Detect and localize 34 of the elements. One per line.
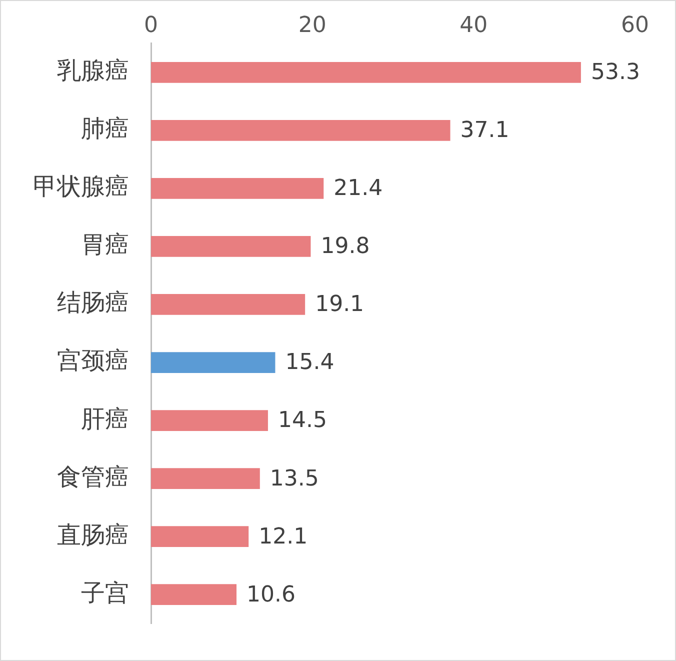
data-label: 10.6 <box>246 582 296 608</box>
bar <box>151 410 268 431</box>
data-label: 53.3 <box>590 60 640 86</box>
bar <box>151 62 581 83</box>
bar <box>151 236 311 257</box>
data-label: 13.5 <box>270 466 319 492</box>
bar <box>151 294 306 315</box>
y-tick-label: 乳腺癌 <box>57 56 129 85</box>
y-tick-label: 胃癌 <box>81 230 129 259</box>
y-tick-label: 肝癌 <box>81 404 129 433</box>
data-label: 19.1 <box>315 292 364 318</box>
x-tick-label: 0 <box>144 12 158 38</box>
y-tick-label: 子宫 <box>81 578 129 607</box>
x-tick-label: 40 <box>460 12 488 38</box>
x-tick-label: 60 <box>621 12 649 38</box>
bar <box>151 468 260 489</box>
data-label: 21.4 <box>334 176 383 202</box>
y-tick-label: 宫颈癌 <box>57 346 129 375</box>
x-tick-label: 20 <box>298 12 326 38</box>
data-label: 12.1 <box>258 524 308 550</box>
bar <box>151 352 276 373</box>
data-label: 37.1 <box>460 118 510 144</box>
bar <box>151 120 450 141</box>
y-tick-label: 甲状腺癌 <box>33 172 129 201</box>
bar <box>151 178 324 199</box>
y-tick-label: 结肠癌 <box>57 288 129 317</box>
y-tick-label: 食管癌 <box>57 462 129 491</box>
bar <box>151 584 237 606</box>
y-tick-label: 肺癌 <box>81 114 129 143</box>
data-label: 15.4 <box>285 350 334 376</box>
y-tick-label: 直肠癌 <box>57 520 129 549</box>
data-label: 19.8 <box>320 234 370 260</box>
bar <box>151 526 249 548</box>
data-label: 14.5 <box>278 408 327 434</box>
